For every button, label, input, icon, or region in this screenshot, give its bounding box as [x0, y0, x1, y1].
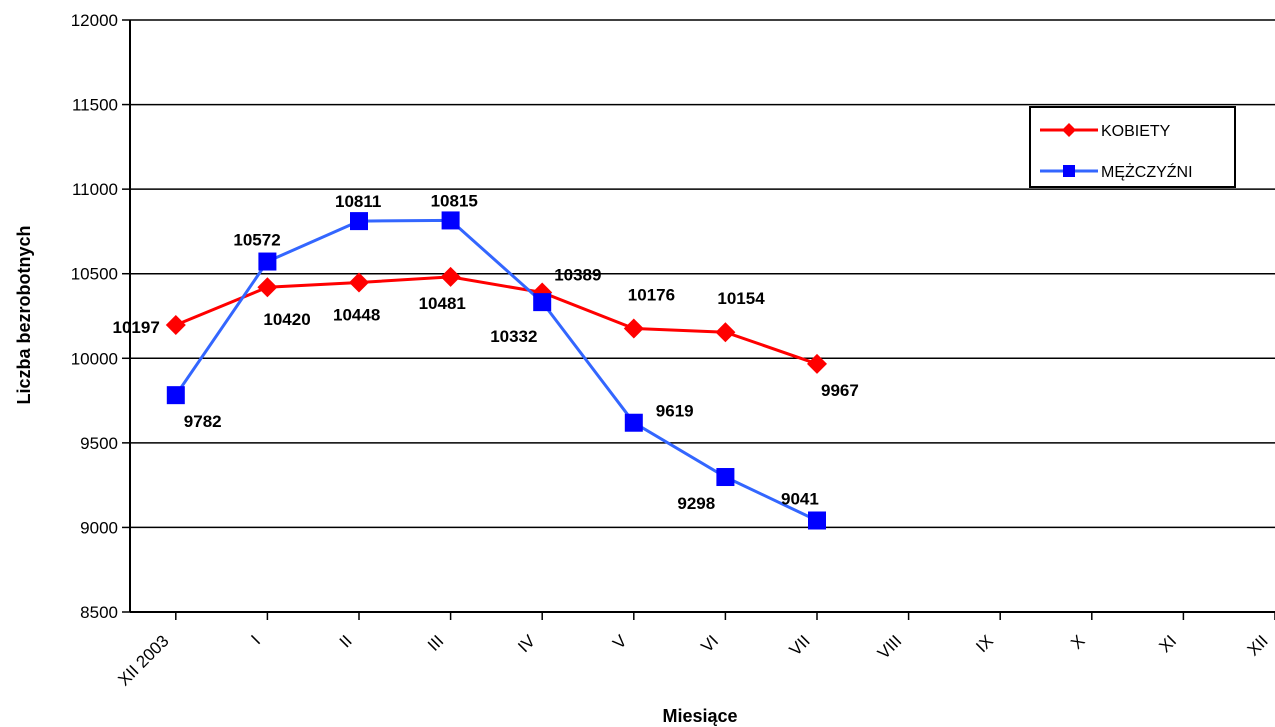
- x-tick-label: III: [424, 631, 447, 654]
- data-point-kobiety: [715, 322, 736, 343]
- data-point-mezczyzni: [166, 386, 185, 405]
- legend: KOBIETY MĘŻCZYŹNI: [1029, 106, 1236, 188]
- legend-marker-mezczyzni: [1063, 165, 1075, 177]
- data-label: 10815: [431, 191, 478, 210]
- y-axis-ticks: 8500 9000 9500 10000 10500 11000 11500 12000: [71, 11, 130, 622]
- y-axis-title: Liczba bezrobotnych: [14, 225, 34, 404]
- y-tick-label: 12000: [71, 11, 118, 30]
- data-label: 9967: [821, 381, 859, 400]
- data-label: 9782: [184, 412, 222, 431]
- data-label: 10176: [628, 286, 675, 305]
- data-label: 9619: [656, 402, 694, 421]
- x-tick-label: I: [247, 631, 264, 648]
- y-tick-label: 8500: [80, 603, 118, 622]
- gridlines: [130, 19, 1275, 529]
- x-tick-label: V: [609, 631, 631, 653]
- data-label: 10197: [113, 318, 160, 337]
- data-point-kobiety: [440, 266, 461, 287]
- series-layer: [165, 211, 827, 530]
- x-tick-label: VIII: [874, 631, 905, 662]
- data-point-mezczyzni: [258, 252, 277, 271]
- series-line-1: [174, 218, 818, 522]
- x-axis-title: Miesiące: [662, 706, 737, 726]
- data-label: 10481: [419, 294, 466, 313]
- series-line-0: [175, 275, 818, 366]
- data-label: 10332: [490, 327, 537, 346]
- data-point-mezczyzni: [441, 211, 460, 230]
- data-label: 10389: [554, 265, 601, 284]
- y-tick-label: 9000: [80, 518, 118, 537]
- data-label: 9041: [781, 489, 819, 508]
- y-tick-label: 10500: [71, 265, 118, 284]
- x-tick-label: X: [1067, 631, 1088, 652]
- x-tick-label: II: [336, 631, 356, 651]
- axes: [129, 20, 1275, 613]
- x-tick-label: XII 2003: [114, 631, 172, 689]
- x-tick-label: IV: [514, 631, 539, 656]
- x-axis-ticks: XII 2003 I II III IV V VI VII VIII IX X XI XII: [114, 612, 1275, 690]
- x-tick-label: XI: [1155, 631, 1180, 656]
- y-tick-label: 11000: [72, 180, 118, 199]
- x-tick-label: VII: [786, 631, 814, 659]
- data-point-kobiety: [257, 277, 278, 298]
- data-point-kobiety: [807, 353, 827, 374]
- x-tick-label: IX: [972, 631, 997, 656]
- data-label: 9298: [677, 494, 715, 513]
- data-point-mezczyzni: [533, 293, 552, 312]
- data-label: 10572: [233, 231, 280, 250]
- x-tick-label: VI: [697, 631, 722, 656]
- data-point-mezczyzni: [624, 413, 643, 432]
- legend-label-mezczyzni: MĘŻCZYŹNI: [1101, 162, 1193, 181]
- data-labels: 10197 10420 10448 10481 10389 10176 10154 9967 9…: [113, 191, 859, 513]
- data-point-mezczyzni: [716, 468, 735, 487]
- data-point-kobiety: [349, 272, 369, 293]
- data-label: 10420: [263, 310, 310, 329]
- x-tick-label: XII: [1244, 631, 1272, 659]
- data-label: 10154: [717, 289, 765, 308]
- data-point-mezczyzni: [808, 511, 826, 530]
- data-point-kobiety: [623, 318, 644, 339]
- y-tick-label: 11500: [72, 96, 118, 115]
- legend-marker-kobiety: [1062, 123, 1076, 137]
- y-tick-label: 10000: [71, 349, 118, 368]
- data-point-mezczyzni: [350, 212, 368, 231]
- legend-label-kobiety: KOBIETY: [1101, 123, 1171, 140]
- data-label: 10811: [335, 192, 381, 211]
- data-point-kobiety: [165, 314, 186, 335]
- data-label: 10448: [333, 306, 380, 325]
- y-tick-label: 9500: [80, 434, 118, 453]
